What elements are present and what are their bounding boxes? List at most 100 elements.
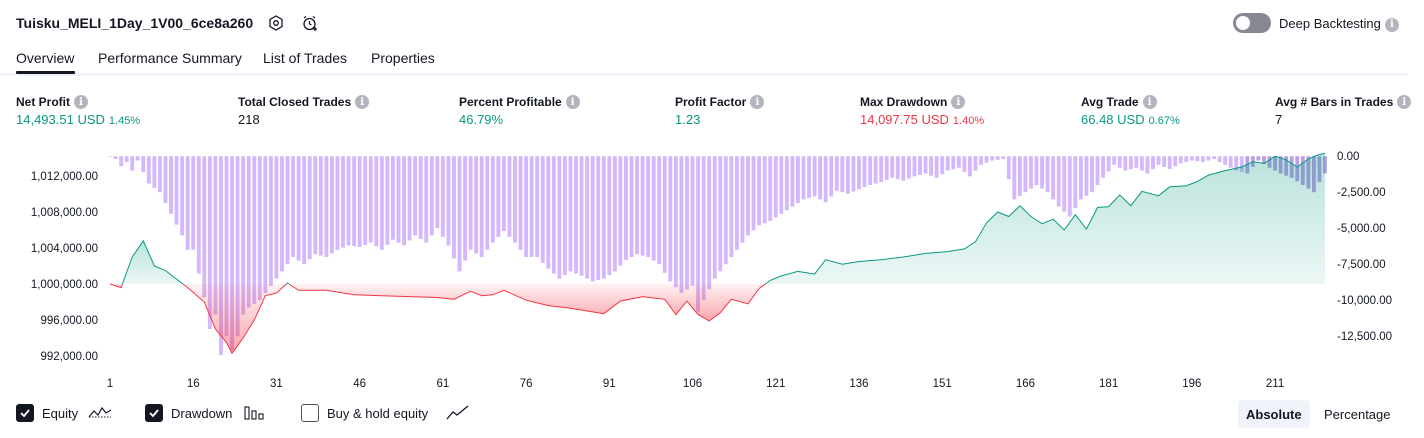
info-icon[interactable]: i bbox=[1397, 95, 1411, 109]
info-icon[interactable]: i bbox=[566, 95, 580, 109]
drawdown-bar bbox=[1090, 156, 1094, 192]
settings-hex-icon[interactable] bbox=[266, 13, 286, 33]
x-axis-tick-label: 136 bbox=[849, 378, 868, 390]
drawdown-bar bbox=[790, 156, 794, 206]
drawdown-bar bbox=[286, 156, 290, 264]
drawdown-bar bbox=[530, 156, 534, 257]
drawdown-bar bbox=[602, 156, 606, 278]
drawdown-bar bbox=[158, 156, 162, 192]
drawdown-bar bbox=[1201, 156, 1205, 162]
drawdown-bar bbox=[108, 156, 112, 157]
drawdown-bar bbox=[313, 156, 317, 254]
x-axis-tick-label: 121 bbox=[766, 378, 785, 390]
x-axis-tick-label: 31 bbox=[270, 378, 283, 390]
equity-label[interactable]: Equity bbox=[42, 406, 78, 421]
drawdown-bar bbox=[913, 156, 917, 176]
drawdown-bar bbox=[363, 156, 367, 245]
toggle-knob bbox=[1236, 16, 1250, 30]
x-axis-tick-label: 91 bbox=[603, 378, 616, 390]
x-axis-tick-label: 46 bbox=[353, 378, 366, 390]
right-axis: 0.00 -2,500.00 -5,000.00 -7,500.00 -10,000.0… bbox=[1337, 151, 1392, 343]
drawdown-bar bbox=[741, 156, 745, 242]
drawdown-bar bbox=[1129, 156, 1133, 169]
left-axis-tick-label: 996,000.00 bbox=[40, 315, 98, 327]
drawdown-bar bbox=[191, 156, 195, 250]
drawdown-bar bbox=[1051, 156, 1055, 199]
drawdown-bar bbox=[430, 156, 434, 235]
drawdown-bar bbox=[957, 156, 961, 168]
metric-label: Profit Factor bbox=[675, 95, 746, 109]
drawdown-bar bbox=[541, 156, 545, 263]
drawdown-bar bbox=[879, 156, 883, 182]
drawdown-bar bbox=[718, 156, 722, 271]
info-icon[interactable]: i bbox=[74, 95, 88, 109]
alarm-add-icon[interactable] bbox=[300, 13, 320, 33]
drawdown-bar bbox=[491, 156, 495, 242]
drawdown-bar bbox=[901, 156, 905, 180]
equity-area-below bbox=[289, 284, 765, 321]
drawdown-bar bbox=[613, 156, 617, 271]
info-icon[interactable]: i bbox=[750, 95, 764, 109]
info-icon[interactable]: i bbox=[1385, 18, 1399, 32]
drawdown-bar bbox=[1168, 156, 1172, 169]
metric-percent-profitable: Percent Profitable i 46.79% bbox=[459, 94, 580, 127]
drawdown-bar bbox=[591, 156, 595, 281]
drawdown-bar bbox=[1112, 156, 1116, 165]
drawdown-bar bbox=[1134, 156, 1138, 168]
absolute-mode-button[interactable]: Absolute bbox=[1238, 400, 1310, 428]
drawdown-bar bbox=[868, 156, 872, 185]
drawdown-bar bbox=[269, 156, 273, 286]
info-icon[interactable]: i bbox=[1143, 95, 1157, 109]
drawdown-bar bbox=[413, 156, 417, 235]
buy-hold-checkbox[interactable] bbox=[301, 404, 319, 422]
drawdown-bar bbox=[258, 156, 262, 300]
drawdown-bar bbox=[419, 156, 423, 239]
drawdown-bar bbox=[1151, 156, 1155, 169]
drawdown-bar bbox=[624, 156, 628, 260]
left-axis-tick-label: 1,008,000.00 bbox=[31, 207, 98, 219]
drawdown-bar bbox=[358, 156, 362, 247]
tab-performance-summary[interactable]: Performance Summary bbox=[98, 50, 242, 66]
drawdown-bar bbox=[496, 156, 500, 237]
drawdown-bar bbox=[885, 156, 889, 180]
info-icon[interactable]: i bbox=[951, 95, 965, 109]
x-axis-tick-label: 166 bbox=[1016, 378, 1035, 390]
x-axis-tick-label: 61 bbox=[436, 378, 449, 390]
drawdown-bar bbox=[1096, 156, 1100, 185]
drawdown-bar bbox=[202, 156, 206, 297]
drawdown-bar bbox=[1207, 156, 1211, 160]
drawdown-bar bbox=[1229, 156, 1233, 168]
drawdown-bar bbox=[1118, 156, 1122, 168]
percentage-mode-button[interactable]: Percentage bbox=[1316, 400, 1399, 428]
drawdown-bar bbox=[336, 156, 340, 250]
drawdown-bar bbox=[452, 156, 456, 258]
drawdown-bar bbox=[1073, 156, 1077, 208]
drawdown-bar bbox=[813, 156, 817, 196]
drawdown-bar bbox=[319, 156, 323, 255]
x-axis-tick-label: 1 bbox=[107, 378, 113, 390]
metric-avg-trade: Avg Trade i 66.48 USD 0.67% bbox=[1081, 94, 1180, 127]
tab-properties[interactable]: Properties bbox=[371, 50, 435, 66]
equity-checkbox[interactable] bbox=[16, 404, 34, 422]
drawdown-label[interactable]: Drawdown bbox=[171, 406, 232, 421]
tab-list-of-trades[interactable]: List of Trades bbox=[263, 50, 347, 66]
drawdown-bar bbox=[352, 156, 356, 246]
equity-drawdown-chart[interactable]: 1,012,000.00 1,008,000.00 1,004,000.00 1,00… bbox=[0, 140, 1424, 398]
drawdown-bar bbox=[680, 156, 684, 293]
drawdown-bar bbox=[397, 156, 401, 242]
drawdown-bar bbox=[280, 156, 284, 271]
drawdown-bar bbox=[1018, 156, 1022, 196]
drawdown-bar bbox=[635, 156, 639, 254]
drawdown-bar bbox=[657, 156, 661, 264]
tab-overview[interactable]: Overview bbox=[16, 50, 74, 66]
drawdown-bar bbox=[1256, 156, 1260, 160]
drawdown-bar bbox=[519, 156, 523, 250]
drawdown-bar bbox=[768, 156, 772, 221]
drawdown-checkbox[interactable] bbox=[145, 404, 163, 422]
buy-hold-label[interactable]: Buy & hold equity bbox=[327, 406, 428, 421]
drawdown-bar bbox=[502, 156, 506, 231]
drawdown-bar bbox=[1162, 156, 1166, 167]
info-icon[interactable]: i bbox=[355, 95, 369, 109]
drawdown-bar bbox=[802, 156, 806, 199]
deep-backtesting-toggle[interactable] bbox=[1233, 13, 1271, 33]
